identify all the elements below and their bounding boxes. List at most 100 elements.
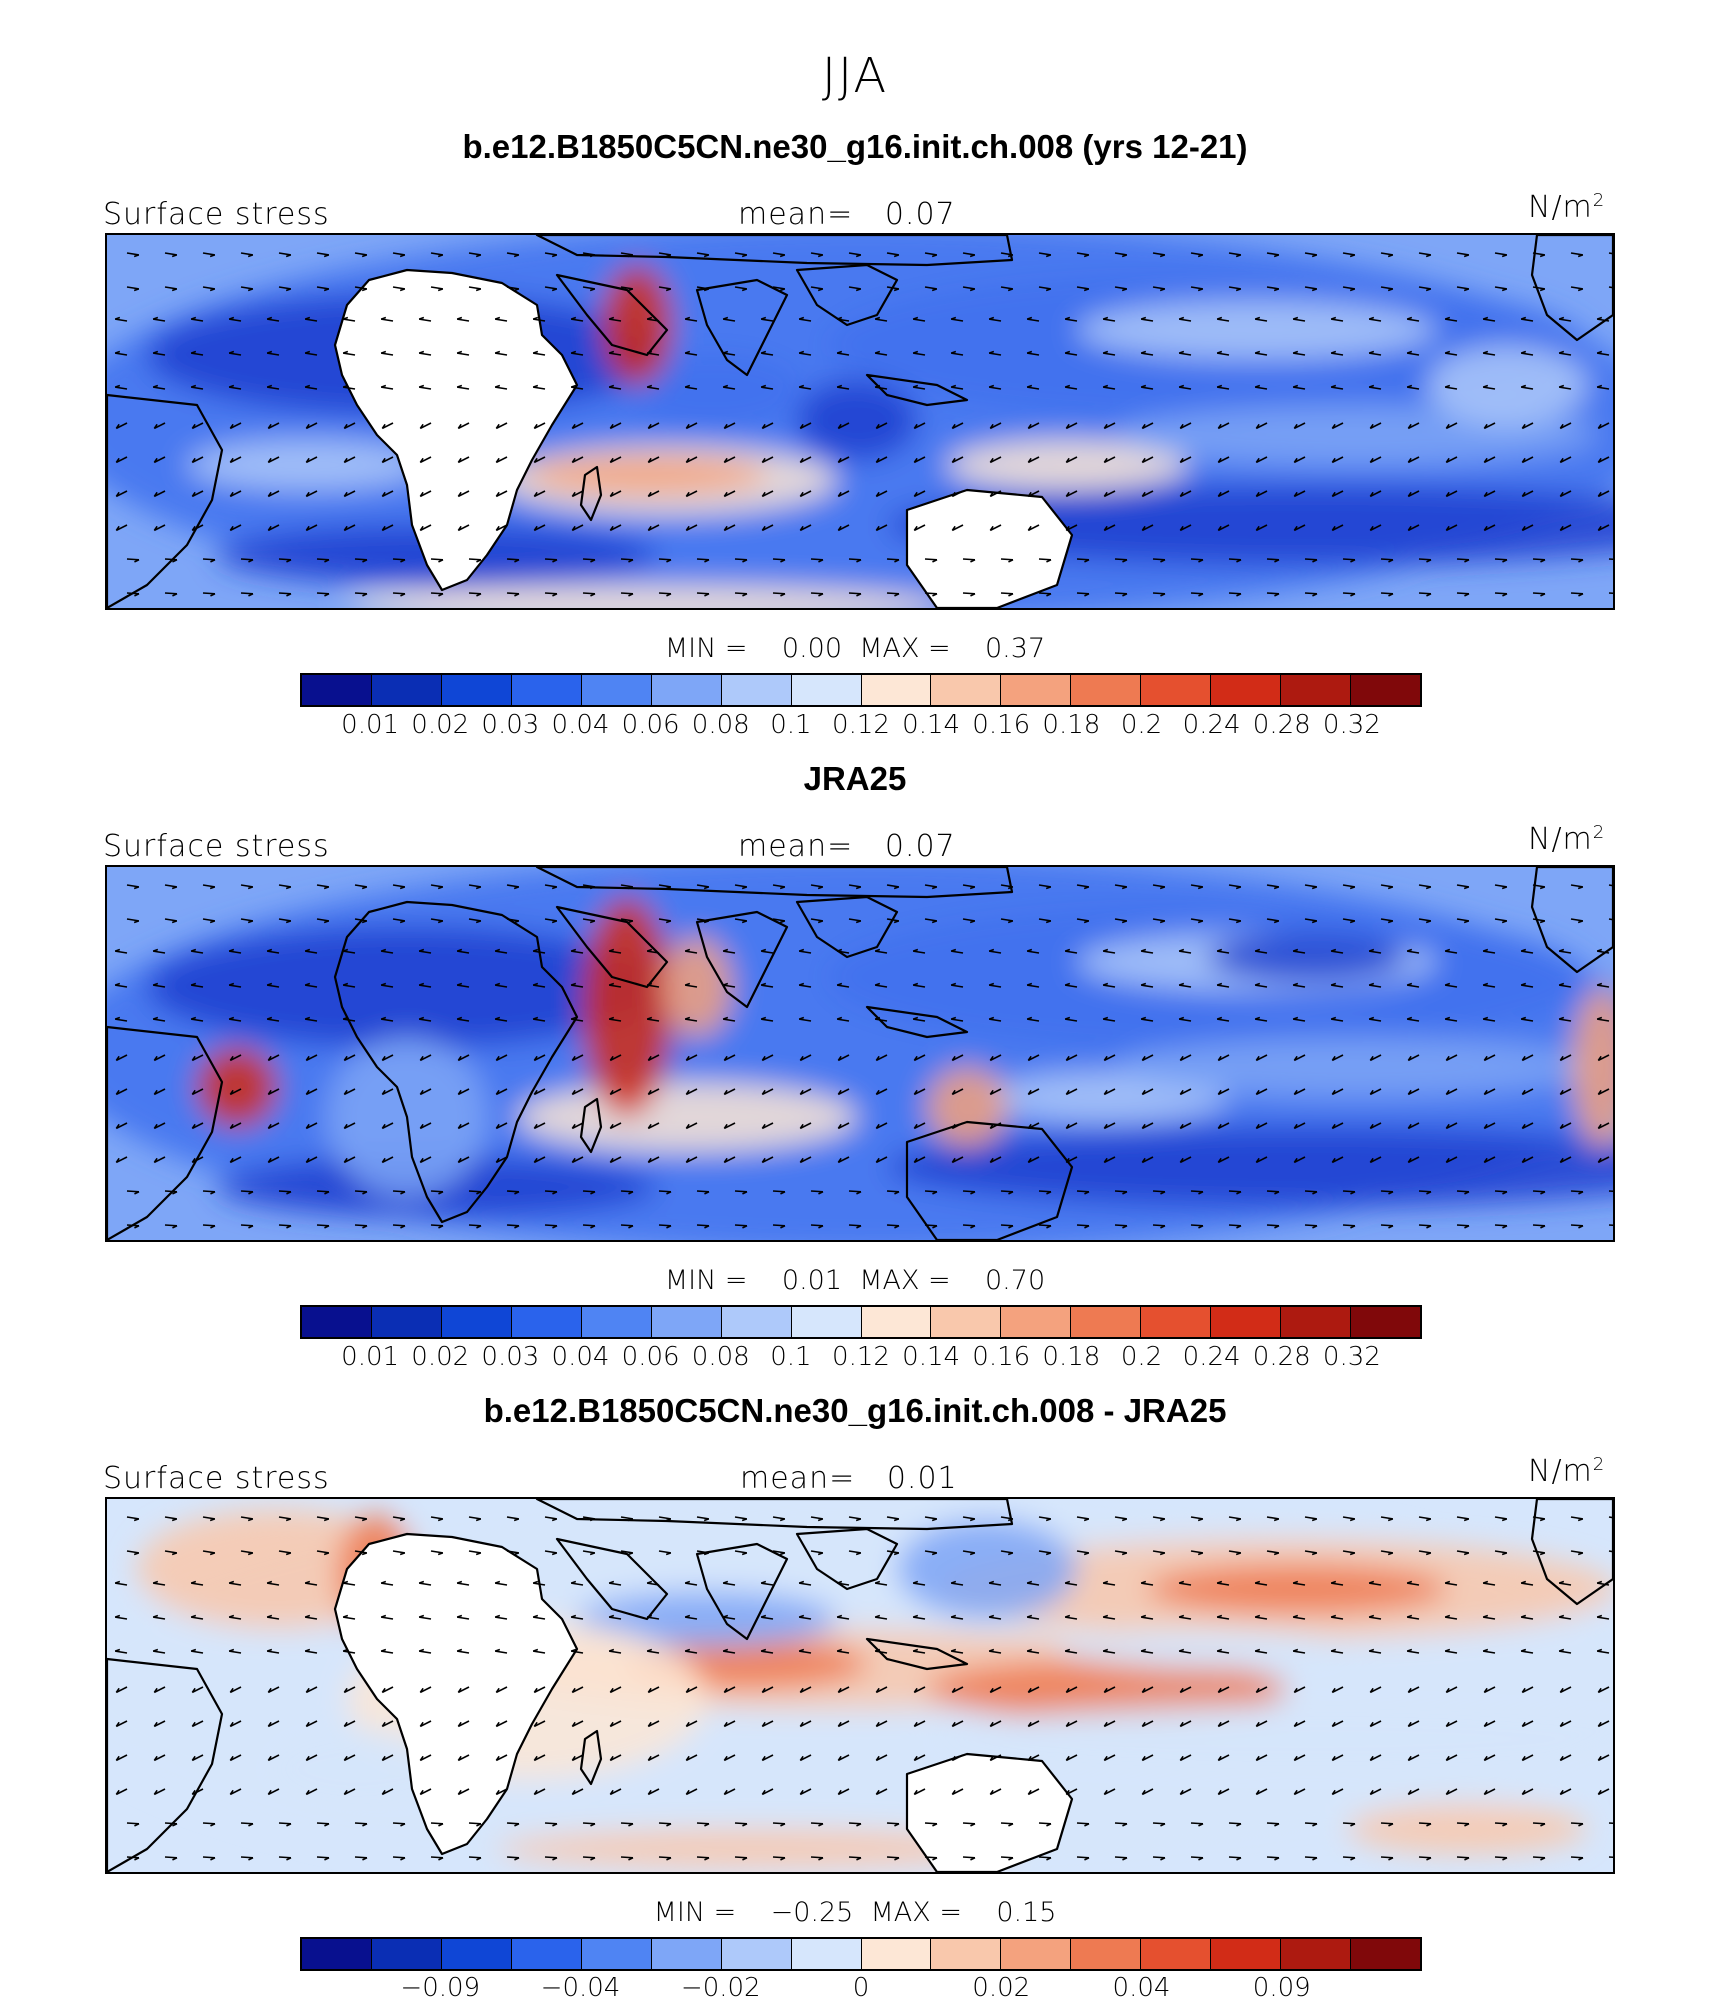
- wind-vector-head: [380, 1580, 387, 1584]
- wind-vector: [571, 386, 584, 390]
- wind-vector-head: [1482, 384, 1489, 388]
- wind-vector: [533, 1650, 546, 1654]
- wind-vector-head: [589, 886, 596, 890]
- wind-vector-head: [1216, 316, 1223, 320]
- wind-vector-head: [400, 559, 406, 563]
- wind-vector: [153, 422, 166, 430]
- wind-vector: [1532, 592, 1546, 595]
- wind-vector: [1065, 1788, 1078, 1796]
- wind-vector-head: [1559, 491, 1564, 497]
- wind-vector: [837, 1018, 850, 1022]
- wind-vector-head: [1026, 1580, 1033, 1584]
- colorbar-swatch: [1281, 1307, 1352, 1337]
- wind-vector-head: [779, 886, 786, 890]
- wind-vector: [1266, 592, 1280, 595]
- wind-vector-head: [1559, 1157, 1564, 1163]
- wind-vector: [571, 1616, 584, 1620]
- wind-vector: [1369, 318, 1382, 322]
- wind-vector-head: [172, 1857, 178, 1861]
- wind-vector: [837, 386, 850, 390]
- wind-vector-head: [551, 886, 558, 890]
- wind-vector: [848, 252, 861, 256]
- wind-vector-head: [647, 423, 652, 429]
- wind-vector: [457, 1122, 470, 1130]
- wind-vector-head: [418, 1016, 425, 1020]
- wind-vector: [772, 558, 786, 561]
- wind-vector-head: [1388, 1823, 1394, 1827]
- wind-vector: [951, 1616, 964, 1620]
- wind-vector-head: [1559, 1755, 1564, 1761]
- wind-vector: [1407, 1088, 1420, 1096]
- wind-vector: [1570, 884, 1583, 888]
- colorbar-tick-label: 0.02: [411, 1342, 470, 1372]
- wind-vector-head: [229, 1789, 234, 1795]
- wind-vector-head: [836, 384, 843, 388]
- wind-vector-head: [685, 1789, 690, 1795]
- wind-vector-head: [799, 1721, 804, 1727]
- wind-vector: [1027, 1686, 1040, 1694]
- colorbar-tick-label: 0.28: [1252, 710, 1311, 740]
- wind-vector: [962, 884, 975, 888]
- wind-vector-head: [1045, 1552, 1052, 1556]
- wind-vector: [1027, 1156, 1040, 1164]
- wind-vector: [267, 386, 280, 390]
- wind-vector: [875, 456, 888, 464]
- field-contour-region: [582, 897, 672, 1117]
- wind-vector-head: [495, 1755, 500, 1761]
- wind-vector: [1266, 286, 1279, 290]
- wind-vector-head: [1064, 1016, 1071, 1020]
- wind-vector-head: [513, 1518, 520, 1522]
- wind-vector-head: [171, 1518, 178, 1522]
- wind-vector: [913, 1156, 926, 1164]
- wind-vector-head: [799, 1123, 804, 1129]
- wind-vector: [1483, 318, 1496, 322]
- wind-vector-head: [951, 1157, 956, 1163]
- wind-vector-head: [1026, 948, 1033, 952]
- wind-vector: [164, 592, 178, 595]
- wind-vector-head: [115, 1055, 120, 1061]
- wind-vector: [1065, 386, 1078, 390]
- wind-vector-head: [837, 525, 842, 531]
- wind-vector-head: [589, 254, 596, 258]
- wind-vector-head: [305, 1089, 310, 1095]
- wind-vector-head: [419, 1089, 424, 1095]
- colorbar-tick-label: 0.32: [1322, 710, 1381, 740]
- wind-vector-head: [1407, 457, 1412, 463]
- wind-vector-head: [532, 1580, 539, 1584]
- wind-vector: [1483, 1088, 1496, 1096]
- wind-vector: [761, 984, 774, 988]
- wind-vector-head: [798, 1614, 805, 1618]
- wind-vector: [1065, 1122, 1078, 1130]
- wind-vector-head: [1521, 1055, 1526, 1061]
- wind-vector-head: [1121, 1518, 1128, 1522]
- wind-vector: [1445, 1616, 1458, 1620]
- wind-vector: [1103, 1616, 1116, 1620]
- wind-vector: [468, 558, 482, 561]
- wind-vector-head: [856, 1225, 862, 1229]
- wind-vector: [951, 1582, 964, 1586]
- wind-vector: [153, 950, 166, 954]
- wind-vector-head: [970, 593, 976, 597]
- wind-vector: [305, 950, 318, 954]
- wind-vector: [1521, 386, 1534, 390]
- wind-vector-head: [533, 1687, 538, 1693]
- wind-vector: [658, 1822, 672, 1825]
- wind-vector: [126, 252, 139, 256]
- wind-vector-head: [494, 1614, 501, 1618]
- wind-vector: [267, 1018, 280, 1022]
- wind-vectors: [114, 1516, 1613, 1861]
- wind-vector-head: [741, 1552, 748, 1556]
- wind-vector-head: [608, 1648, 615, 1652]
- wind-vector-head: [1596, 316, 1603, 320]
- wind-vector-head: [153, 1721, 158, 1727]
- wind-vector-head: [837, 457, 842, 463]
- wind-vector-head: [1578, 1191, 1584, 1195]
- wind-vector: [723, 1754, 736, 1762]
- wind-vector: [734, 286, 747, 290]
- wind-vector-head: [457, 1687, 462, 1693]
- coastline: [865, 373, 969, 407]
- colorbar-swatch: [1281, 675, 1352, 705]
- wind-vector: [533, 1156, 546, 1164]
- wind-vector-head: [1350, 1857, 1356, 1861]
- wind-vector-head: [665, 254, 672, 258]
